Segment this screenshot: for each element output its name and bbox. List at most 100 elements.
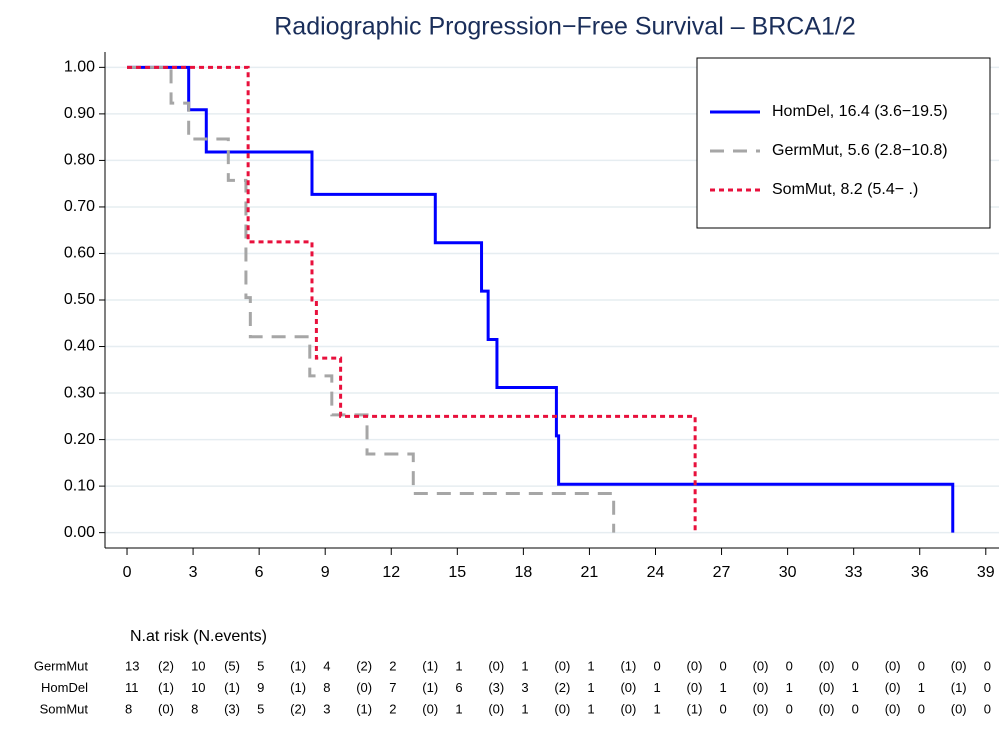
- risk-at-risk: 5: [257, 701, 264, 716]
- risk-at-risk: 1: [587, 680, 594, 695]
- risk-at-risk: 1: [852, 680, 859, 695]
- risk-events: (2): [290, 701, 306, 716]
- risk-at-risk: 1: [455, 701, 462, 716]
- risk-at-risk: 0: [918, 701, 925, 716]
- risk-events: (5): [224, 658, 240, 673]
- risk-events: (0): [819, 701, 835, 716]
- y-tick-label: 0.90: [64, 105, 95, 122]
- x-tick-label: 15: [448, 564, 466, 581]
- risk-at-risk: 7: [389, 680, 396, 695]
- y-tick-label: 0.30: [64, 384, 95, 401]
- risk-at-risk: 5: [257, 658, 264, 673]
- risk-at-risk: 0: [852, 701, 859, 716]
- x-tick-label: 21: [581, 564, 599, 581]
- risk-at-risk: 2: [389, 658, 396, 673]
- risk-at-risk: 0: [984, 701, 991, 716]
- risk-events: (1): [422, 658, 438, 673]
- chart-title: Radiographic Progression−Free Survival –…: [274, 13, 856, 41]
- risk-events: (1): [290, 658, 306, 673]
- risk-events: (1): [687, 701, 703, 716]
- risk-at-risk: 0: [984, 680, 991, 695]
- risk-at-risk: 1: [653, 701, 660, 716]
- x-tick-label: 39: [977, 564, 995, 581]
- risk-events: (2): [554, 680, 570, 695]
- risk-at-risk: 11: [125, 680, 139, 695]
- risk-at-risk: 0: [720, 701, 727, 716]
- risk-events: (0): [488, 658, 504, 673]
- risk-at-risk: 4: [323, 658, 330, 673]
- risk-at-risk: 1: [521, 658, 528, 673]
- legend-label: GermMut, 5.6 (2.8−10.8): [772, 142, 948, 159]
- km-curve: [127, 65, 616, 533]
- risk-events: (0): [753, 680, 769, 695]
- risk-events: (0): [687, 680, 703, 695]
- risk-events: (2): [158, 658, 174, 673]
- x-tick-label: 12: [382, 564, 400, 581]
- risk-events: (3): [488, 680, 504, 695]
- risk-row-label: GermMut: [34, 658, 89, 673]
- risk-events: (0): [554, 658, 570, 673]
- risk-events: (0): [951, 701, 967, 716]
- risk-row-label: HomDel: [41, 680, 88, 695]
- risk-events: (1): [951, 680, 967, 695]
- risk-at-risk: 0: [984, 658, 991, 673]
- risk-events: (0): [885, 658, 901, 673]
- risk-at-risk: 2: [389, 701, 396, 716]
- y-tick-label: 0.10: [64, 477, 95, 494]
- risk-events: (0): [687, 658, 703, 673]
- risk-events: (0): [819, 680, 835, 695]
- x-tick-label: 18: [514, 564, 532, 581]
- risk-at-risk: 9: [257, 680, 264, 695]
- x-tick-label: 24: [647, 564, 665, 581]
- y-tick-label: 0.50: [64, 291, 95, 308]
- risk-at-risk: 0: [786, 701, 793, 716]
- risk-at-risk: 1: [720, 680, 727, 695]
- risk-events: (0): [753, 701, 769, 716]
- km-curve: [127, 65, 955, 533]
- risk-table-header: N.at risk (N.events): [130, 628, 267, 645]
- x-tick-label: 6: [255, 564, 264, 581]
- y-tick-label: 1.00: [64, 59, 95, 76]
- x-tick-label: 33: [845, 564, 863, 581]
- risk-events: (0): [356, 680, 372, 695]
- risk-at-risk: 13: [125, 658, 139, 673]
- risk-at-risk: 8: [191, 701, 198, 716]
- risk-row-label: SomMut: [40, 701, 89, 716]
- y-tick-label: 0.00: [64, 524, 95, 541]
- risk-events: (0): [422, 701, 438, 716]
- risk-at-risk: 1: [653, 680, 660, 695]
- risk-events: (1): [356, 701, 372, 716]
- risk-events: (1): [422, 680, 438, 695]
- risk-events: (0): [620, 701, 636, 716]
- risk-events: (0): [819, 658, 835, 673]
- risk-at-risk: 3: [323, 701, 330, 716]
- risk-events: (0): [885, 701, 901, 716]
- x-tick-label: 0: [123, 564, 132, 581]
- risk-events: (1): [224, 680, 240, 695]
- risk-events: (0): [158, 701, 174, 716]
- x-tick-label: 3: [189, 564, 198, 581]
- km-curve: [127, 65, 697, 533]
- risk-at-risk: 10: [191, 680, 205, 695]
- risk-at-risk: 10: [191, 658, 205, 673]
- risk-at-risk: 8: [125, 701, 132, 716]
- risk-at-risk: 0: [653, 658, 660, 673]
- risk-at-risk: 1: [918, 680, 925, 695]
- risk-events: (0): [620, 680, 636, 695]
- risk-events: (0): [753, 658, 769, 673]
- risk-at-risk: 3: [521, 680, 528, 695]
- risk-at-risk: 0: [786, 658, 793, 673]
- y-tick-label: 0.20: [64, 431, 95, 448]
- risk-events: (0): [951, 658, 967, 673]
- risk-events: (1): [290, 680, 306, 695]
- risk-at-risk: 6: [455, 680, 462, 695]
- risk-events: (1): [620, 658, 636, 673]
- y-tick-label: 0.70: [64, 198, 95, 215]
- y-tick-label: 0.40: [64, 338, 95, 355]
- risk-at-risk: 8: [323, 680, 330, 695]
- x-tick-label: 27: [713, 564, 731, 581]
- x-tick-label: 36: [911, 564, 929, 581]
- risk-events: (2): [356, 658, 372, 673]
- risk-at-risk: 1: [455, 658, 462, 673]
